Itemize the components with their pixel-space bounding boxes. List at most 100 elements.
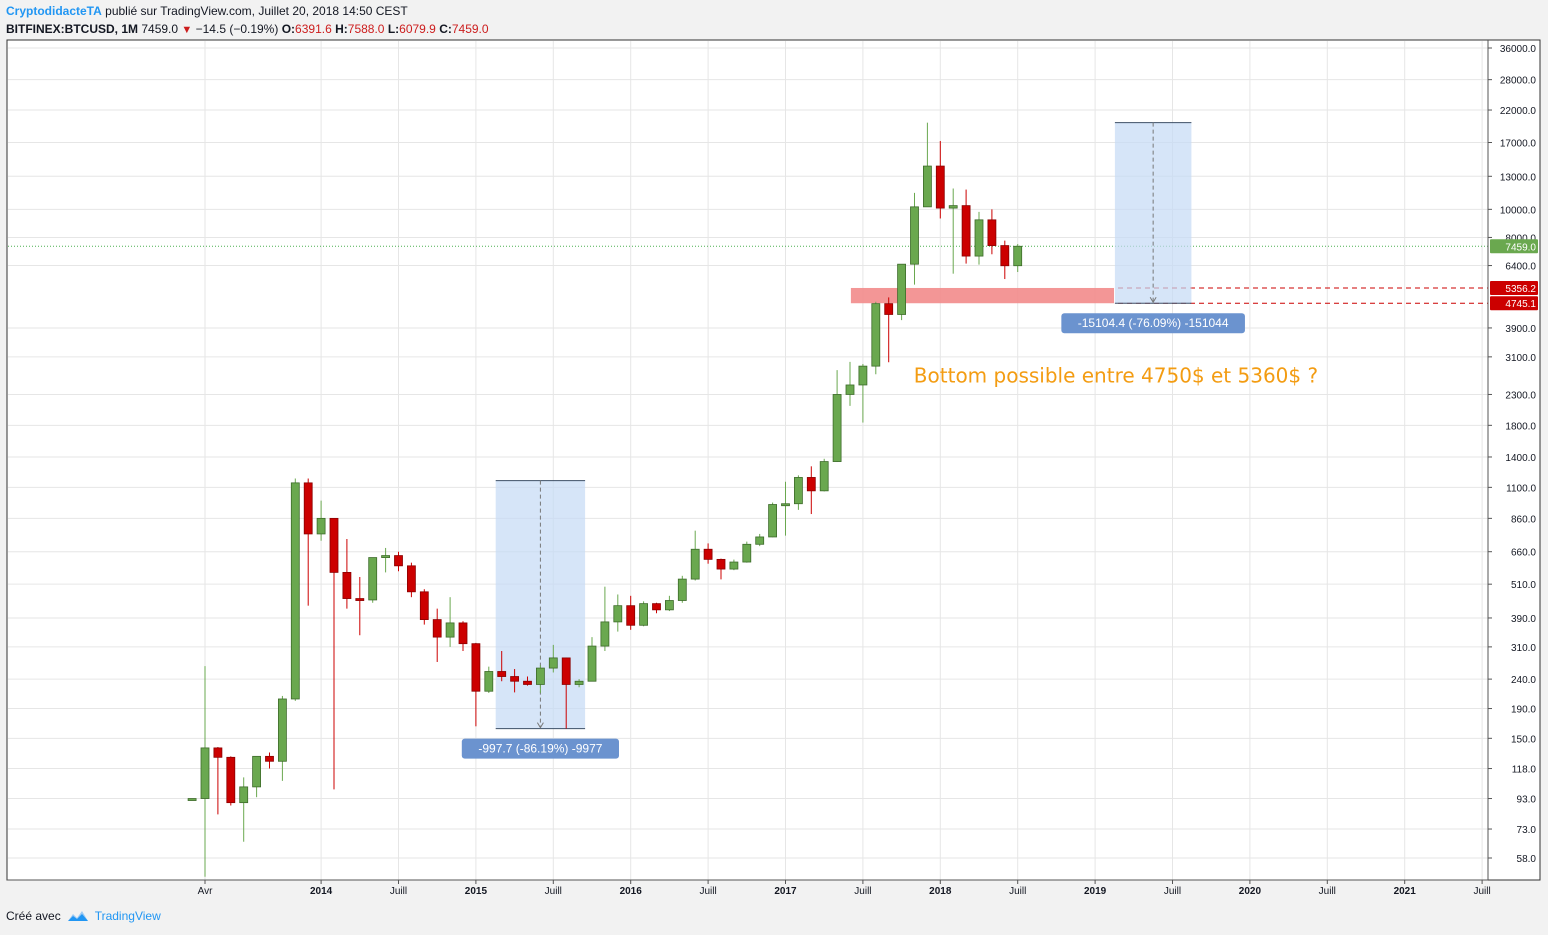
price-tick-label: 150.0 xyxy=(1511,734,1536,745)
price-tick-label: 13000.0 xyxy=(1500,172,1537,183)
author-link[interactable]: CryptodidacteTA xyxy=(6,4,102,18)
support-zone xyxy=(8,245,1488,304)
price-tick-label: 1800.0 xyxy=(1505,421,1536,432)
annotation-text: Bottom possible entre 4750$ et 5360$ ? xyxy=(914,364,1318,388)
price-tick-label: 22000.0 xyxy=(1500,106,1537,117)
candle-body xyxy=(523,680,532,685)
candle-body xyxy=(961,205,971,257)
price-axis[interactable]: 36000.0 28000.0 22000.0 17000.0 13000.0 10000… xyxy=(1487,40,1538,880)
candle-body xyxy=(484,671,494,692)
last-price: 7459.0 xyxy=(141,22,179,36)
time-tick-label: Juill xyxy=(390,886,407,897)
time-tick-label: 2018 xyxy=(929,886,952,897)
price-tick-label: 58.0 xyxy=(1517,854,1537,865)
candle-body xyxy=(432,619,442,638)
candle-body xyxy=(819,461,829,492)
candle-body xyxy=(497,671,507,677)
candle-body xyxy=(445,622,455,638)
candle-body xyxy=(935,165,945,209)
time-tick-label: Juill xyxy=(699,886,716,897)
open-label: O: xyxy=(281,22,296,36)
candle-body xyxy=(548,657,558,669)
price-tick-label: 860.0 xyxy=(1511,514,1536,525)
time-tick-label: Avr xyxy=(198,886,213,897)
measure-arrow-icon xyxy=(536,722,544,729)
candle-body xyxy=(394,555,403,567)
price-tick-label: 10000.0 xyxy=(1500,205,1537,216)
price-tick-label: 510.0 xyxy=(1511,580,1536,591)
time-tick-label: 2015 xyxy=(465,886,488,897)
candle-body xyxy=(510,676,520,682)
candle-body xyxy=(613,605,623,623)
time-tick-label: Juill xyxy=(854,886,871,897)
candle-body xyxy=(845,384,855,395)
publish-info: CryptodidacteTA publié sur TradingView.c… xyxy=(6,4,408,18)
price-tick-label: 6400.0 xyxy=(1505,262,1536,273)
candle-body xyxy=(858,365,868,386)
time-tick-label: 2014 xyxy=(310,886,333,897)
price-tag-label: 4745.1 xyxy=(1505,299,1536,310)
measure-label-box xyxy=(1061,313,1245,334)
price-tick-label: 3100.0 xyxy=(1505,353,1536,364)
candle-body xyxy=(303,482,313,535)
candle-body xyxy=(755,536,765,545)
candle-body xyxy=(458,622,468,645)
price-tick-label: 118.0 xyxy=(1512,765,1537,776)
candle-body xyxy=(213,747,223,758)
time-tick-label: Juill xyxy=(1164,886,1181,897)
candle-body xyxy=(639,603,648,626)
candle-body xyxy=(806,477,816,492)
close-value: 7459.0 xyxy=(451,22,489,36)
grid xyxy=(8,41,1488,880)
ohlc-legend: BITFINEX:BTCUSD, 1M 7459.0 ▼ −14.5 (−0.1… xyxy=(6,22,489,36)
candle-body xyxy=(406,565,416,593)
candle-body xyxy=(200,747,210,799)
price-tick-label: 93.0 xyxy=(1517,795,1537,806)
time-tick-label: 2020 xyxy=(1239,886,1262,897)
candle-body xyxy=(897,263,906,315)
candle-body xyxy=(703,548,713,560)
candle-body xyxy=(871,303,881,367)
candle-body xyxy=(794,477,803,505)
time-tick-label: Juill xyxy=(545,886,562,897)
down-arrow-icon: ▼ xyxy=(181,24,193,36)
high-value: 7588.0 xyxy=(347,22,385,36)
candle-body xyxy=(342,571,352,599)
candle-body xyxy=(832,394,842,462)
price-tick-label: 8000.0 xyxy=(1505,233,1536,244)
tradingview-link[interactable]: TradingView xyxy=(94,909,161,923)
candle-body xyxy=(265,755,274,762)
candle-body xyxy=(690,548,700,580)
time-axis[interactable]: Avr 2014 Juill 2015 Juill 2016 Juill 2017 Juill 2… xyxy=(7,879,1491,897)
close-label: C: xyxy=(439,22,452,36)
candle-body xyxy=(729,561,739,570)
candle-body xyxy=(277,698,287,762)
price-tag xyxy=(1490,296,1538,311)
symbol-label: BITFINEX:BTCUSD, 1M xyxy=(6,22,138,36)
candle-body xyxy=(290,482,300,700)
price-tag xyxy=(1490,239,1538,254)
price-tick-label: 3900.0 xyxy=(1505,324,1536,335)
price-tick-label: 310.0 xyxy=(1511,643,1536,654)
measure-label: -997.7 (-86.19%) -9977 xyxy=(478,742,602,756)
low-label: L: xyxy=(387,22,400,36)
price-tick-label: 28000.0 xyxy=(1500,76,1537,87)
low-value: 6079.9 xyxy=(399,22,436,36)
candle-body xyxy=(226,756,236,804)
candle-body xyxy=(381,555,391,558)
candle-body xyxy=(587,645,597,682)
support-zone-box xyxy=(850,287,1114,304)
candle-body xyxy=(948,205,958,209)
candle-body xyxy=(187,798,197,801)
measure-box xyxy=(1114,122,1192,304)
measure-label: -15104.4 (-76.09%) -151044 xyxy=(1078,316,1229,330)
candle-body xyxy=(768,504,777,538)
price-change: −14.5 (−0.19%) xyxy=(195,22,279,36)
price-tick-label: 390.0 xyxy=(1511,614,1536,625)
time-tick-label: Juill xyxy=(1319,886,1336,897)
candle-body xyxy=(652,603,661,611)
candle-body xyxy=(716,558,726,570)
candle-body xyxy=(561,657,571,685)
price-tag xyxy=(1490,280,1538,295)
